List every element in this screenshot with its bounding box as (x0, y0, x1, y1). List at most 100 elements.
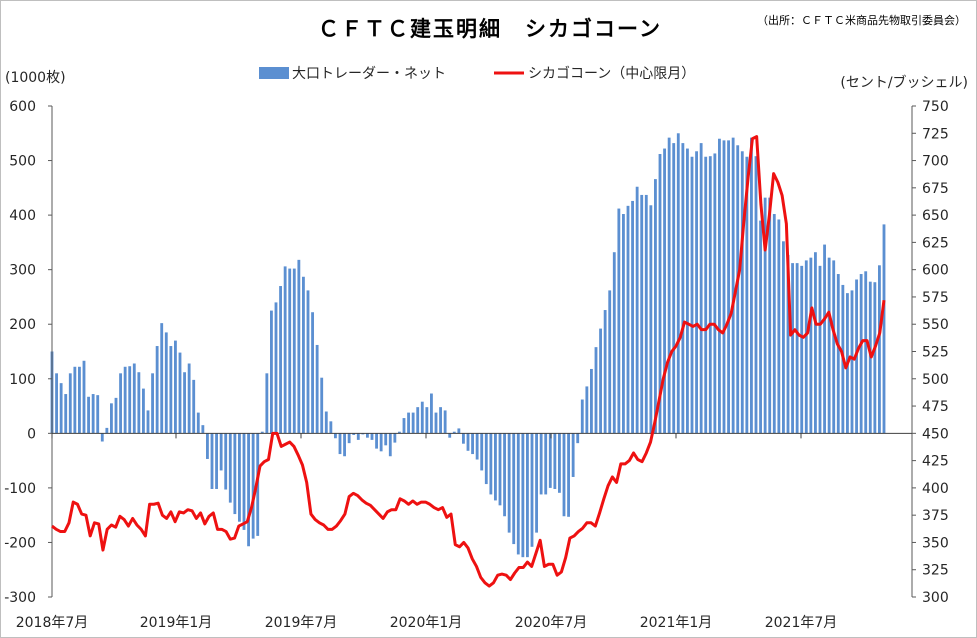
bar (274, 302, 278, 434)
x-tick-label: 2020年1月 (390, 615, 463, 631)
bar (192, 379, 196, 434)
left-tick-label: 500 (9, 154, 36, 170)
bar (791, 263, 794, 434)
right-tick-label: 300 (922, 590, 949, 606)
bar (480, 433, 484, 471)
x-tick-label: 2018年7月 (16, 615, 89, 631)
bar (215, 433, 218, 489)
price-line (51, 135, 886, 588)
bar (283, 266, 287, 434)
bar (836, 274, 840, 434)
bar (439, 407, 442, 434)
bar (622, 214, 625, 434)
bar (745, 156, 749, 434)
bar (96, 395, 100, 434)
bar (210, 433, 214, 489)
x-tick-label: 2021年1月 (640, 615, 713, 631)
bar (452, 431, 456, 434)
right-tick-label: 475 (922, 399, 949, 415)
right-tick-label: 500 (922, 372, 949, 388)
bar (448, 433, 452, 438)
bar (279, 286, 282, 434)
bar (759, 220, 762, 434)
bar (425, 407, 429, 434)
bar (612, 252, 616, 434)
bar (356, 433, 360, 440)
bar (548, 433, 552, 488)
bar (59, 383, 63, 434)
bar (649, 205, 653, 434)
right-tick-label: 550 (922, 317, 949, 333)
bar (306, 290, 310, 434)
bar (699, 143, 703, 434)
bar (292, 268, 296, 434)
bar (297, 259, 301, 434)
bar (169, 346, 173, 434)
bar (183, 372, 186, 434)
bar (242, 433, 246, 530)
bar (585, 386, 589, 434)
right-tick-label: 600 (922, 263, 949, 279)
bar (361, 433, 365, 435)
left-tick-label: -300 (4, 590, 36, 606)
right-axis-labels: 750 725 700 675 650 625 600 575 550 525 500 475 450 4… (922, 99, 949, 606)
bar (174, 340, 177, 434)
bar (132, 363, 136, 434)
bar (754, 156, 758, 434)
left-axis-unit: (1000枚) (5, 70, 66, 86)
bar (462, 433, 465, 444)
bar (78, 366, 81, 434)
bar (160, 323, 164, 434)
bar (740, 151, 744, 434)
bar (270, 310, 273, 434)
bar (114, 397, 118, 434)
right-tick-label: 700 (922, 154, 949, 170)
right-tick-label: 750 (922, 99, 949, 115)
legend-bar-swatch (259, 67, 289, 79)
bar (722, 140, 726, 434)
bar (201, 425, 205, 434)
bar (68, 373, 72, 434)
left-tick-label: 0 (27, 426, 36, 442)
bar (434, 412, 438, 434)
bar (100, 433, 104, 442)
bar (379, 433, 383, 452)
bar (731, 137, 735, 434)
right-tick-label: 325 (922, 563, 949, 579)
bar (407, 412, 410, 434)
bar (873, 282, 877, 434)
bar (206, 433, 209, 459)
bar (535, 433, 538, 533)
bar (864, 271, 868, 434)
bar (818, 265, 822, 434)
bar (809, 257, 813, 434)
bar (343, 433, 346, 457)
bar (567, 433, 570, 517)
bar (672, 143, 676, 434)
bar (663, 148, 666, 434)
bar (238, 433, 241, 522)
bar (384, 433, 388, 446)
bar (782, 241, 785, 434)
bar (178, 352, 182, 434)
bar (558, 433, 561, 493)
bar (686, 148, 689, 434)
bar (521, 433, 525, 558)
bar (580, 399, 584, 434)
bar (603, 310, 607, 434)
left-tick-label: 200 (9, 317, 36, 333)
bar (516, 433, 520, 555)
bar (878, 265, 881, 434)
bar (635, 186, 639, 434)
chart-title: ＣＦＴＣ建玉明細 シカゴコーン (318, 17, 662, 41)
bar (393, 433, 397, 443)
bar (334, 433, 337, 439)
bar (420, 401, 424, 434)
left-tick-label: 400 (9, 208, 36, 224)
left-tick-label: -200 (4, 535, 36, 551)
bar (352, 433, 356, 435)
bar (859, 274, 863, 434)
bar (55, 373, 58, 434)
bar (311, 312, 314, 434)
bar (187, 363, 191, 434)
